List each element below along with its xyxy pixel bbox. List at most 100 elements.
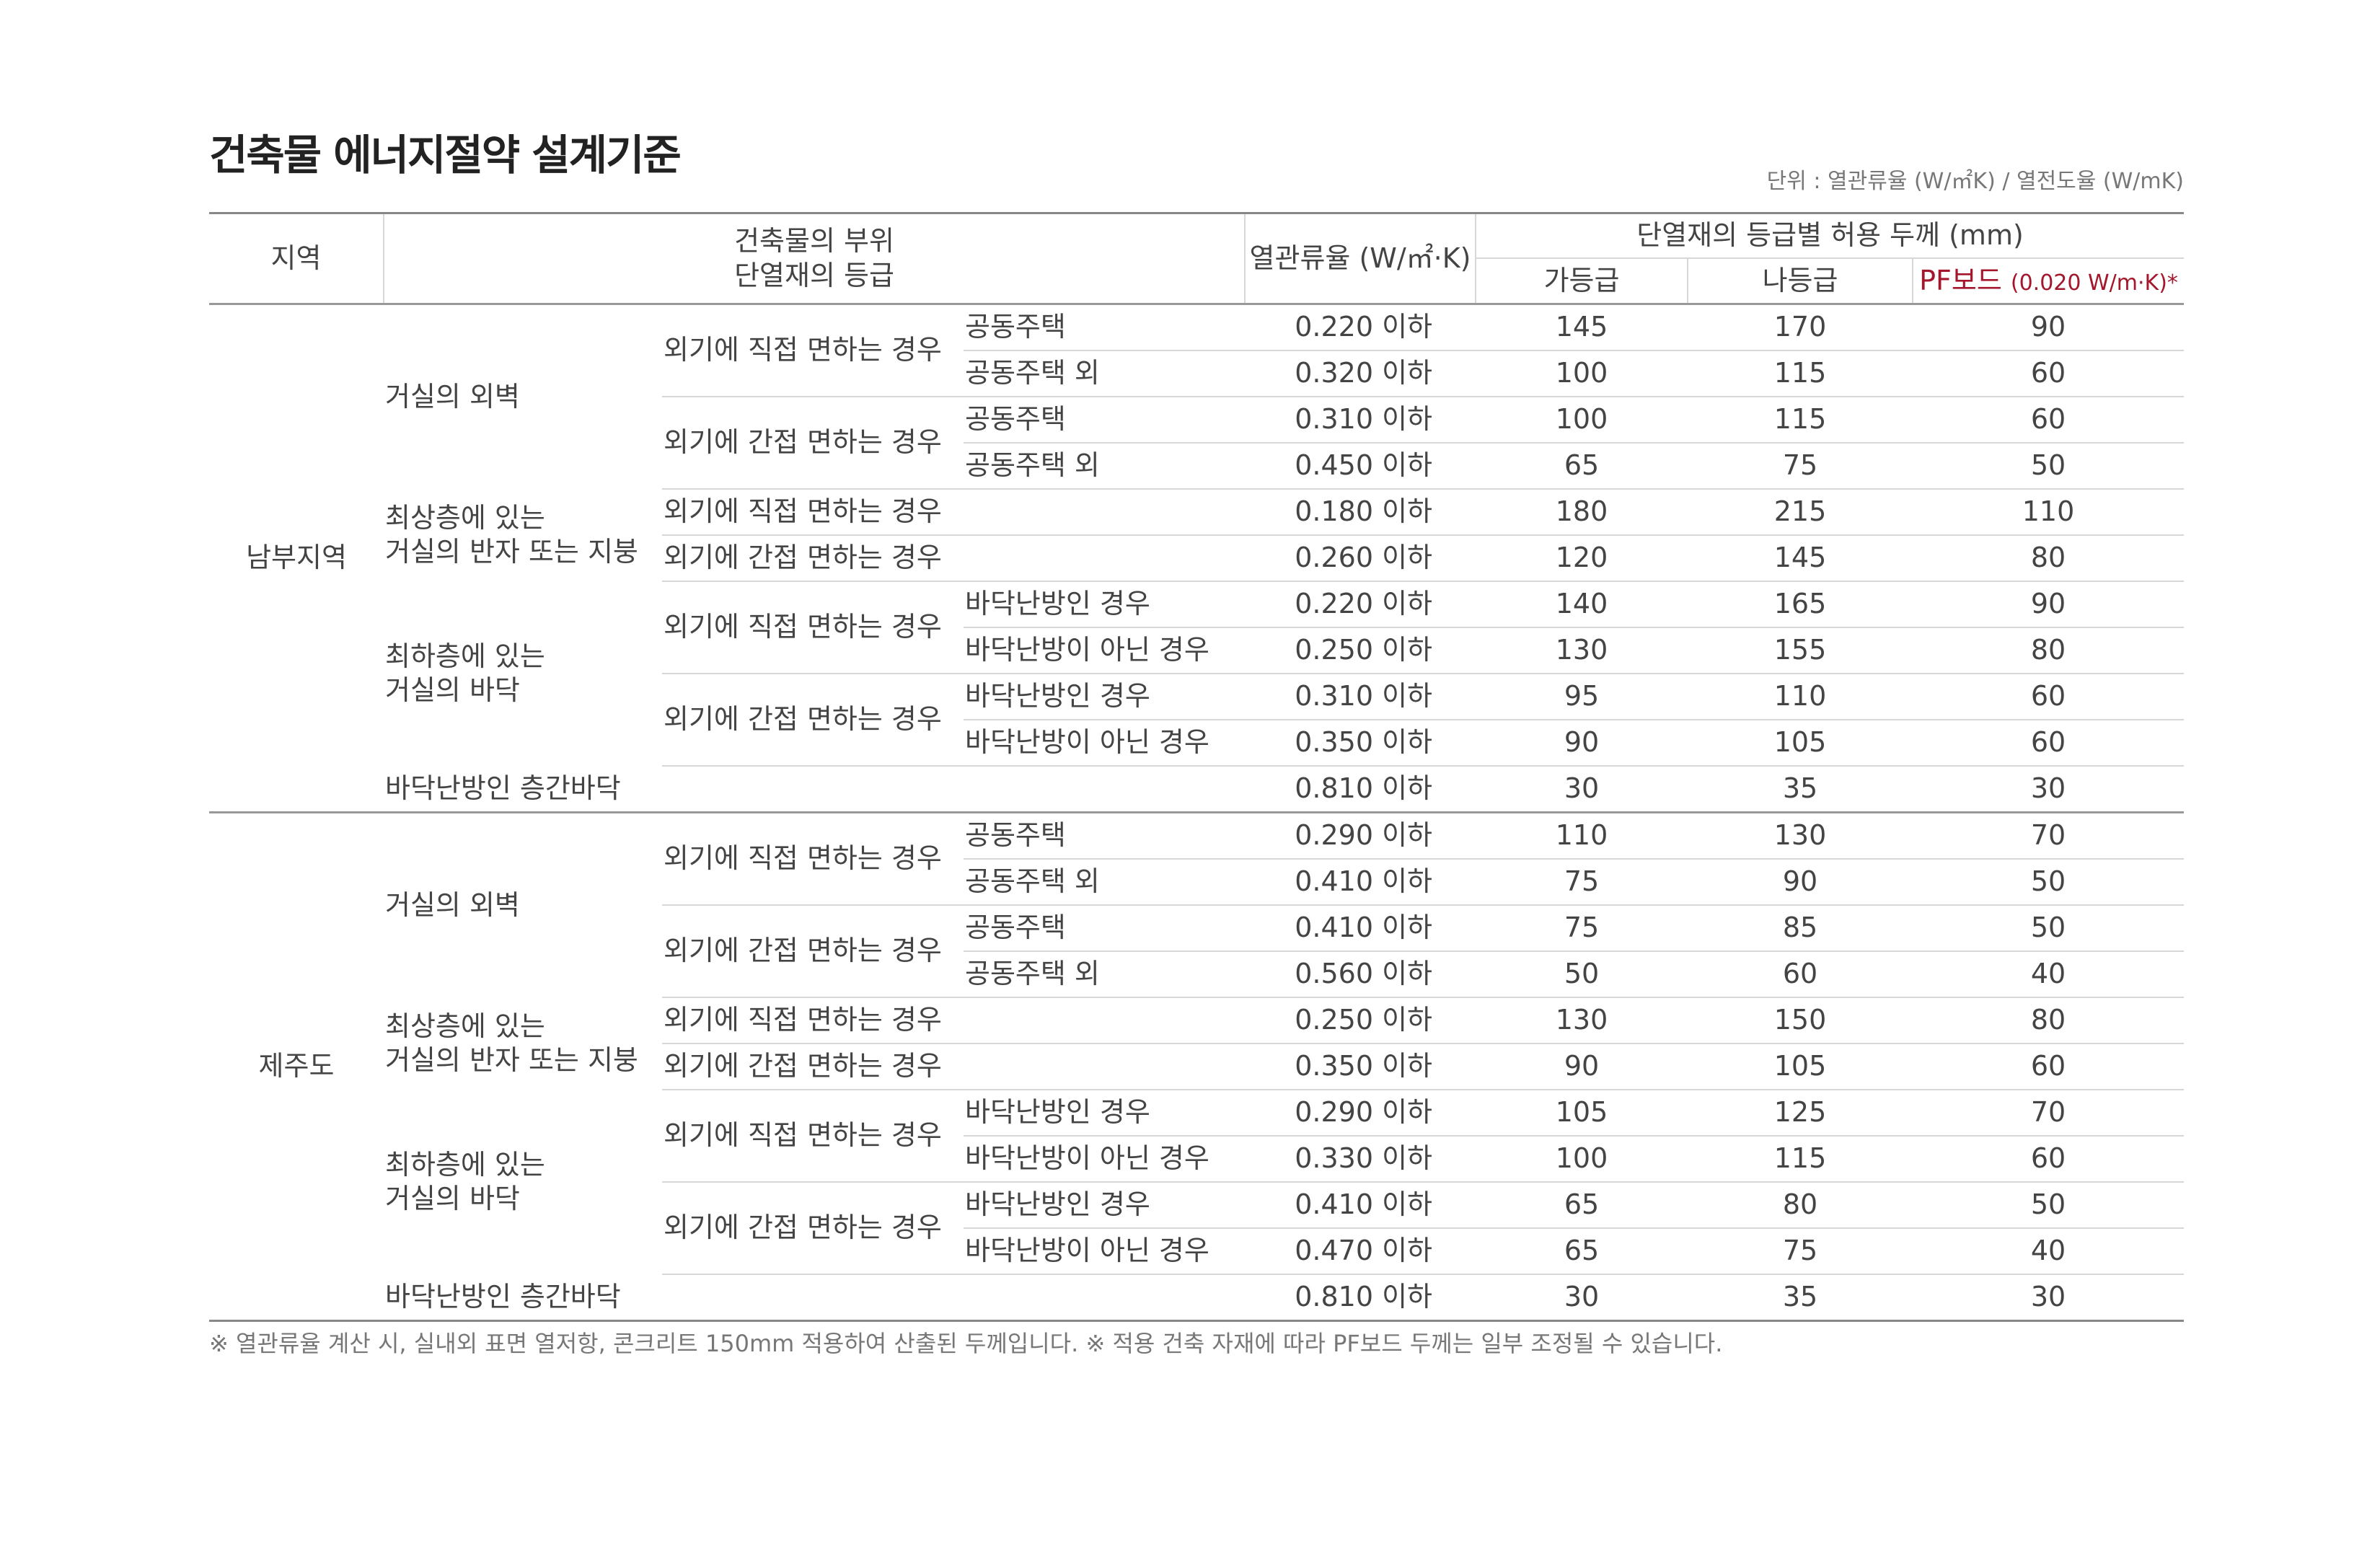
u-value-cell: 0.560 이하 (1245, 951, 1476, 998)
grade-ga-cell: 90 (1476, 1043, 1688, 1090)
grade-ga-cell: 120 (1476, 535, 1688, 582)
grade-ga-cell: 105 (1476, 1090, 1688, 1137)
detail-cell: 공동주택 (964, 905, 1246, 952)
pf-board-cell: 30 (1913, 766, 2185, 813)
detail-cell: 바닥난방이 아닌 경우 (964, 720, 1246, 767)
footnote: ※ 열관류율 계산 시, 실내외 표면 열저항, 콘크리트 150mm 적용하여… (209, 1330, 1723, 1357)
part-label-line1: 최상층에 있는 (385, 1010, 545, 1042)
u-value-cell: 0.330 이하 (1245, 1136, 1476, 1183)
grade-ga-cell: 65 (1476, 1228, 1688, 1275)
grade-na-cell: 115 (1688, 1136, 1913, 1183)
grade-na-cell: 150 (1688, 997, 1913, 1044)
grade-na-cell: 105 (1688, 1043, 1913, 1090)
u-value-cell: 0.810 이하 (1245, 766, 1476, 813)
grade-ga-cell: 50 (1476, 951, 1688, 998)
grade-na-cell: 75 (1688, 443, 1913, 490)
u-value-cell: 0.220 이하 (1245, 581, 1476, 628)
part-cell: 최하층에 있는 거실의 바닥 (384, 1090, 662, 1274)
u-value-cell: 0.350 이하 (1245, 1043, 1476, 1090)
grade-ga-cell: 140 (1476, 581, 1688, 628)
grade-na-cell: 115 (1688, 397, 1913, 444)
table-row: 공동주택 외 0.410 이하 75 90 50 (209, 859, 2185, 906)
pf-board-cell: 80 (1913, 535, 2185, 582)
grade-na-cell: 85 (1688, 905, 1913, 952)
exposure-cell: 외기에 간접 면하는 경우 (662, 674, 964, 767)
u-value-cell: 0.310 이하 (1245, 674, 1476, 720)
u-value-cell: 0.470 이하 (1245, 1228, 1476, 1275)
table-row: 제주도 거실의 외벽 외기에 직접 면하는 경우 공동주택 0.290 이하 110 130… (209, 812, 2185, 1082)
u-value-cell: 0.290 이하 (1245, 1090, 1476, 1137)
part-cell: 최하층에 있는 거실의 바닥 (384, 581, 662, 766)
detail-cell: 공동주택 외 (964, 951, 1246, 998)
part-cell: 거실의 외벽 (384, 813, 662, 998)
detail-cell: 바닥난방인 경우 (964, 581, 1246, 628)
table-row: 바닥난방이 아닌 경우 0.250 이하 130 155 80 (209, 627, 2185, 674)
header-u-value: 열관류율 (W/㎡·K) (1245, 213, 1477, 305)
grade-na-cell: 35 (1782, 1281, 1818, 1313)
pf-board-cell: 50 (1913, 905, 2185, 952)
u-value-cell: 0.450 이하 (1245, 443, 1476, 490)
u-value-cell: 0.250 이하 (1245, 997, 1476, 1044)
u-value-cell: 0.260 이하 (1245, 535, 1476, 582)
table-row: 최하층에 있는 거실의 바닥 외기에 직접 면하는 경우 바닥난방인 경우 0.290 … (209, 1090, 2185, 1214)
detail-cell: 바닥난방이 아닌 경우 (964, 627, 1246, 674)
table-row: 바닥난방이 아닌 경우 0.330 이하 100 115 60 (209, 1136, 2185, 1183)
grade-ga-cell: 65 (1476, 443, 1688, 490)
pf-board-cell: 60 (1913, 397, 2185, 444)
part-label-line1: 최하층에 있는 (385, 640, 545, 672)
exposure-cell: 외기에 직접 면하는 경우 (662, 1090, 964, 1183)
pf-board-cell: 50 (1913, 859, 2185, 906)
detail-cell: 공동주택 (964, 397, 1246, 444)
table-row: 최하층에 있는 거실의 바닥 외기에 직접 면하는 경우 바닥난방인 경우 0.220 … (209, 581, 2185, 706)
insulation-standard-table: 지역 건축물의 부위 단열재의 등급 열관류율 (W/㎡·K) 단열재의 등급별… (209, 212, 2185, 1322)
table-row: 최상층에 있는 거실의 반자 또는 지붕 외기에 직접 면하는 경우 0.250 이하… (209, 997, 2185, 1076)
grade-na-cell: 105 (1688, 720, 1913, 767)
exposure-cell: 외기에 간접 면하는 경우 (662, 1182, 964, 1275)
header-part-line1: 건축물의 부위 (734, 225, 894, 257)
pf-board-cell: 70 (1913, 812, 2185, 860)
pf-board-cell: 60 (1913, 1136, 2185, 1183)
table-row: 바닥난방이 아닌 경우 0.470 이하 65 75 40 (209, 1228, 2185, 1275)
u-value-cell: 0.810 이하 (1295, 1281, 1433, 1313)
detail-cell: 바닥난방인 경우 (964, 1182, 1246, 1229)
pf-board-cell: 90 (1913, 581, 2185, 628)
table-row: 외기에 간접 면하는 경우 공동주택 0.410 이하 75 85 50 (209, 905, 2185, 998)
grade-ga-cell: 95 (1476, 674, 1688, 720)
unit-note: 단위 : 열관류율 (W/㎡K) / 열전도율 (W/mK) (1766, 169, 2184, 194)
part-cell: 최상층에 있는 거실의 반자 또는 지붕 (384, 997, 662, 1090)
part-label-line2: 거실의 반자 또는 지붕 (385, 1044, 638, 1076)
table-row: 공동주택 외 0.560 이하 50 60 40 (209, 951, 2185, 998)
pf-board-cell: 40 (1913, 951, 2185, 998)
pf-board-cell: 60 (1913, 674, 2185, 720)
u-value-cell: 0.250 이하 (1245, 627, 1476, 674)
part-label: 바닥난방인 층간바닥 (385, 1281, 621, 1313)
pf-board-cell: 30 (2030, 1281, 2066, 1313)
grade-na-cell: 35 (1688, 766, 1913, 813)
grade-ga-cell: 90 (1476, 720, 1688, 767)
pf-board-cell: 60 (1913, 350, 2185, 397)
part-label-line2: 거실의 반자 또는 지붕 (385, 536, 638, 568)
u-value-cell: 0.290 이하 (1245, 812, 1476, 860)
grade-ga-cell: 130 (1476, 997, 1688, 1044)
grade-ga-cell: 30 (1476, 766, 1688, 813)
pf-board-cell: 50 (1913, 443, 2185, 490)
grade-na-cell: 115 (1688, 350, 1913, 397)
exposure-cell: 외기에 직접 면하는 경우 (662, 304, 964, 397)
pf-board-cell: 80 (1913, 997, 2185, 1044)
table-row: 공동주택 외 0.320 이하 100 115 60 (209, 350, 2185, 397)
table-row: 외기에 간접 면하는 경우 바닥난방인 경우 0.310 이하 95 110 60 (209, 674, 2185, 767)
grade-na-cell: 90 (1688, 859, 1913, 906)
grade-na-cell: 145 (1688, 535, 1913, 582)
detail-cell: 공동주택 외 (964, 859, 1246, 906)
table-row: 외기에 간접 면하는 경우 바닥난방인 경우 0.410 이하 65 80 50 (209, 1182, 2185, 1275)
part-label-line1: 최하층에 있는 (385, 1148, 545, 1181)
u-value-cell: 0.220 이하 (1245, 304, 1476, 351)
u-value-cell: 0.310 이하 (1245, 397, 1476, 444)
grade-ga-cell: 100 (1476, 397, 1688, 444)
detail-cell: 바닥난방이 아닌 경우 (964, 1228, 1246, 1275)
region-cell: 제주도 (258, 1050, 335, 1082)
exposure-cell: 외기에 간접 면하는 경우 (662, 905, 964, 998)
table-row: 최상층에 있는 거실의 반자 또는 지붕 외기에 직접 면하는 경우 0.180 이하… (209, 489, 2185, 568)
pf-board-cell: 70 (1913, 1090, 2185, 1137)
pf-board-cell: 50 (1913, 1182, 2185, 1229)
